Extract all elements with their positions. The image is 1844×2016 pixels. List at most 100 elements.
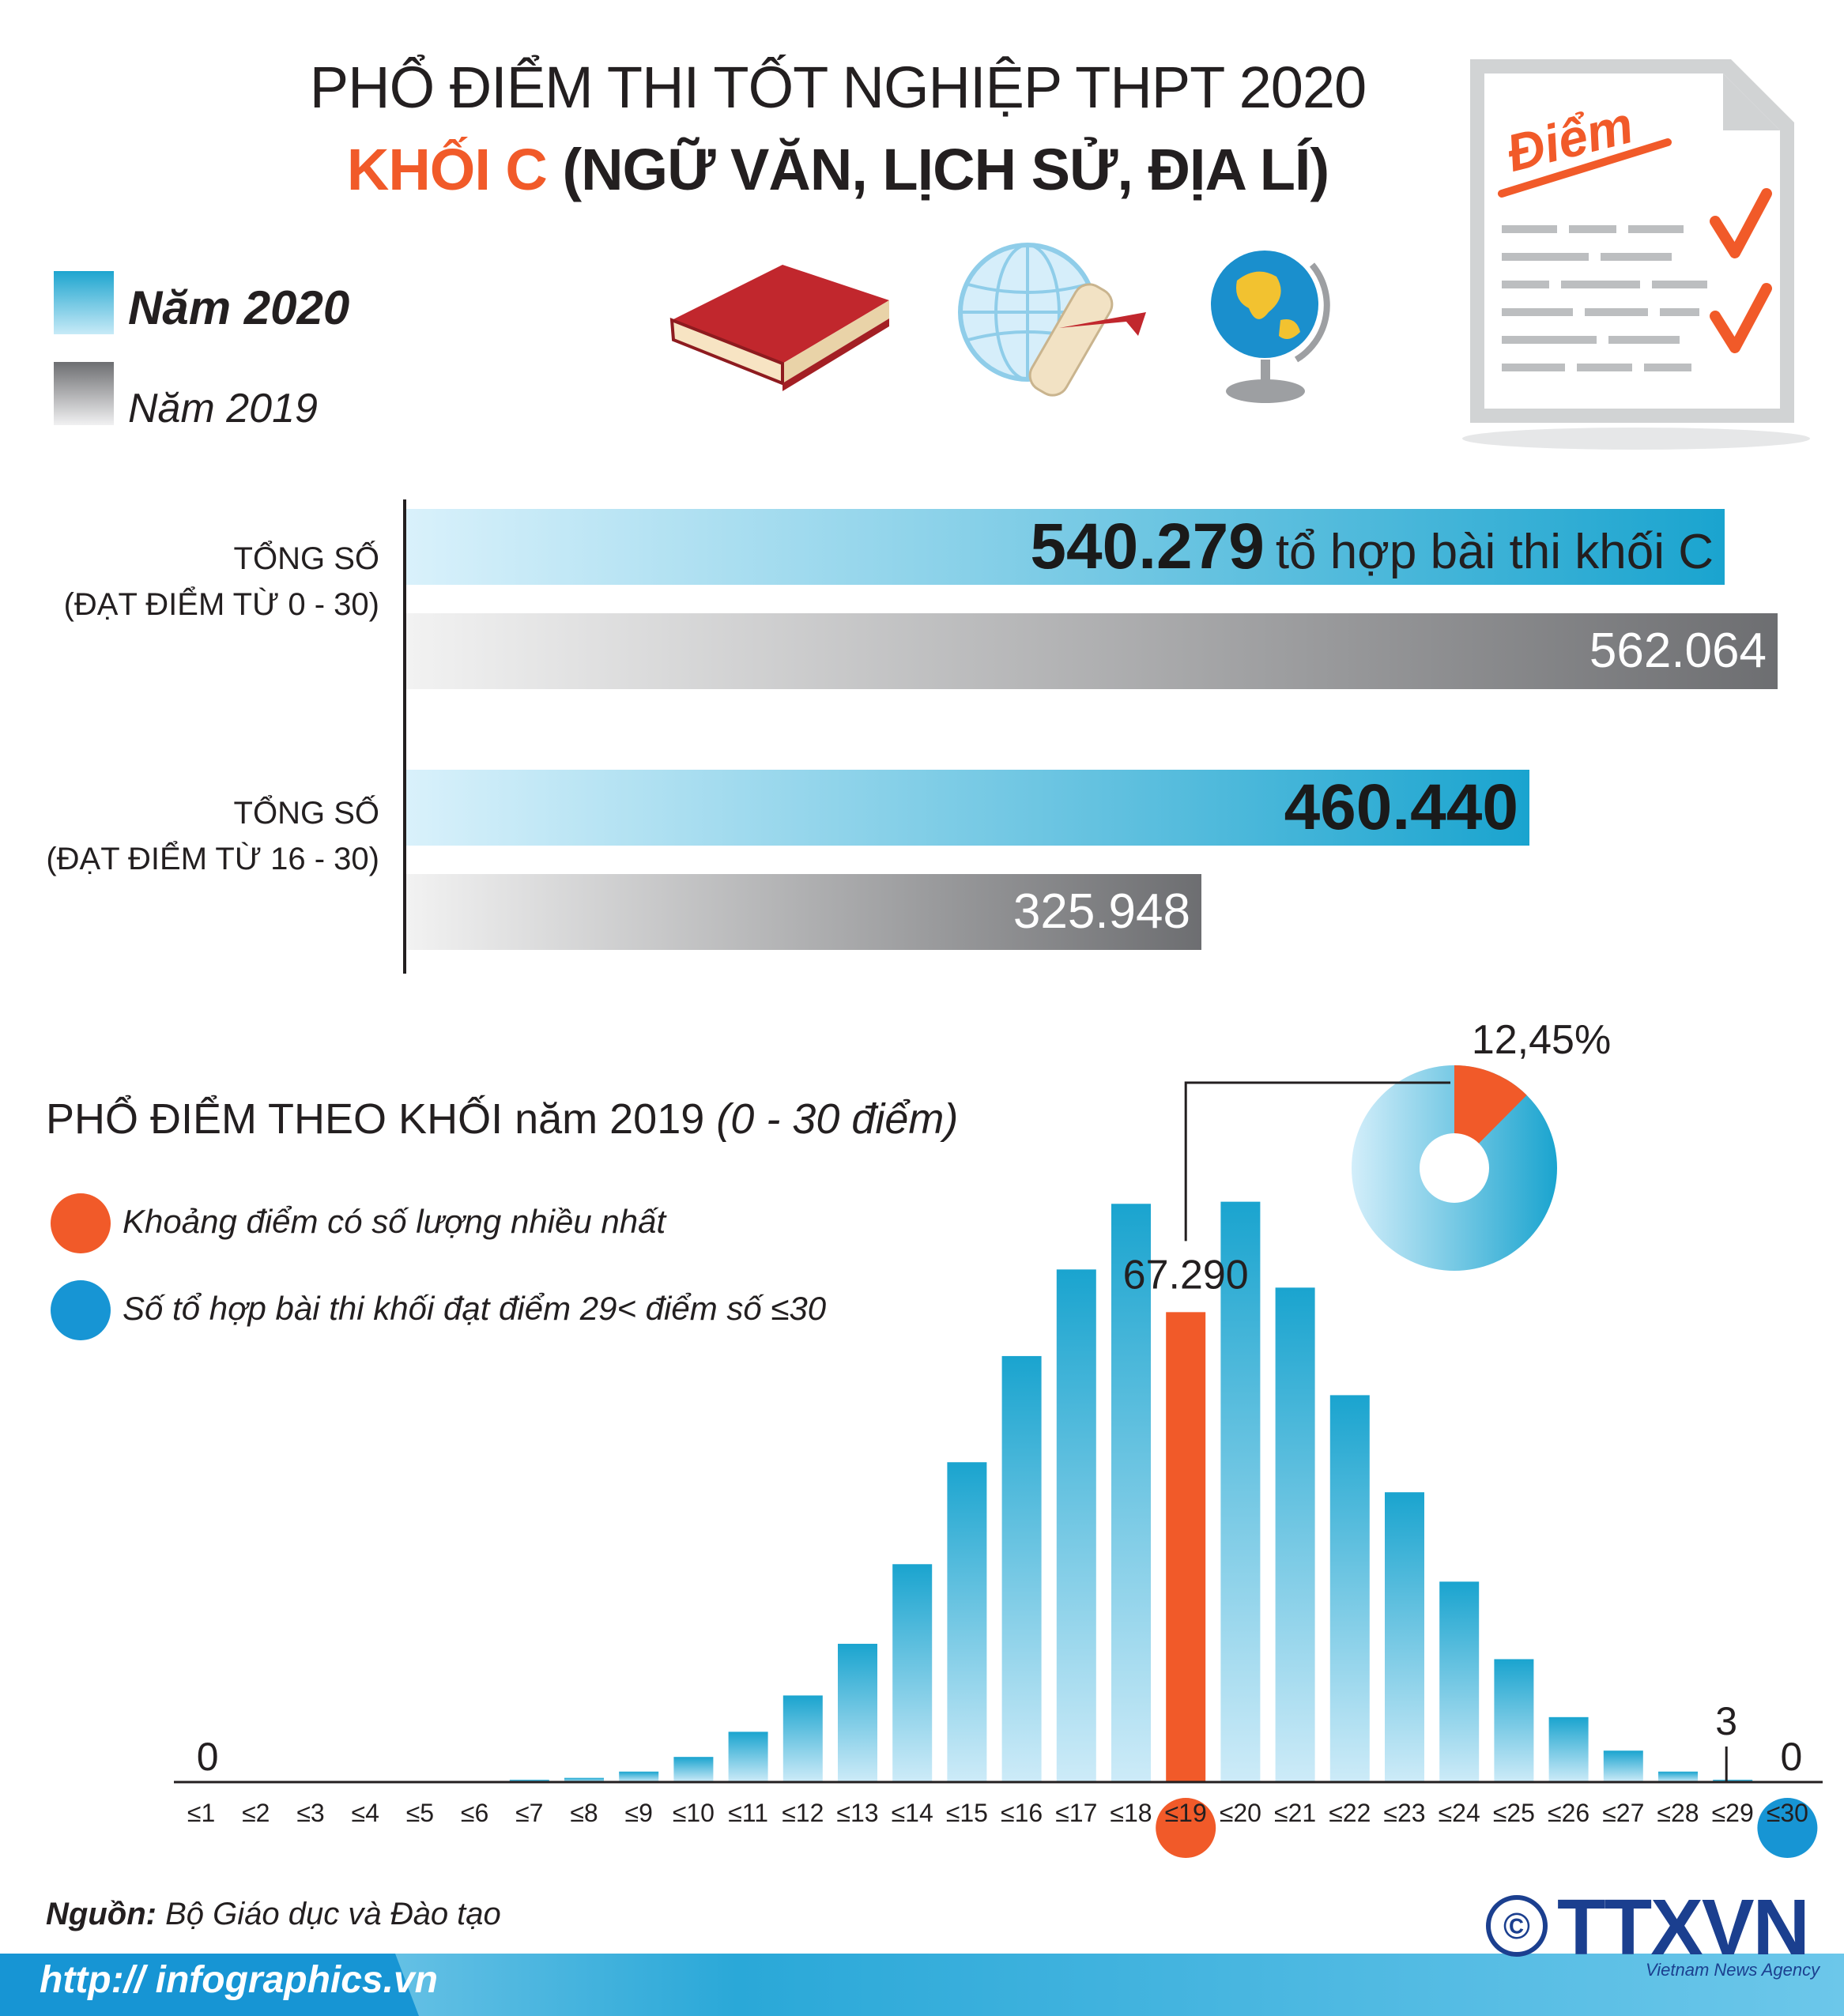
subtitle-accent: KHỐI C (346, 137, 548, 202)
hbar-2020-16-number: 460.440 (1284, 771, 1518, 843)
legend-top-dot (51, 1280, 111, 1340)
tick-label: ≤3 (296, 1799, 324, 1827)
hbar-2020-all-value: 540.279 tổ hợp bài thi khối C (1030, 509, 1714, 585)
page-title: PHỔ ĐIỂM THI TỐT NGHIỆP THPT 2020 (309, 55, 1367, 120)
tick-label: ≤28 (1657, 1799, 1699, 1827)
agency-name: Vietnam News Agency (1646, 1960, 1820, 1980)
tick-labels: ≤1 ≤2 ≤3 ≤4 ≤5 ≤6 ≤7 ≤8 ≤9 ≤10 ≤11 ≤12 ≤13 ≤14 ≤15 ≤16 ≤… (187, 1799, 1808, 1827)
distribution-title: PHỔ ĐIỂM THEO KHỐI năm 2019 (0 - 30 điểm… (46, 1095, 958, 1144)
top-score-marker-dot (1757, 1798, 1818, 1858)
hbar-axis (403, 499, 406, 974)
tick-label: ≤20 (1220, 1799, 1261, 1827)
tick-label-highlight: ≤19 (1165, 1799, 1207, 1827)
source-note: Nguồn: Bộ Giáo dục và Đào tạo (46, 1897, 501, 1932)
hbar-category-all: TỔNG SỐ (ĐẠT ĐIỂM TỪ 0 - 30) (32, 536, 379, 627)
bar (1603, 1750, 1643, 1782)
tick-label: ≤16 (1001, 1799, 1043, 1827)
legend-top-label: Số tổ hợp bài thi khối đạt điểm 29< điểm… (123, 1290, 827, 1327)
tick-label: ≤26 (1548, 1799, 1589, 1827)
tick-label: ≤4 (352, 1799, 379, 1827)
hbar-2019-all-number: 562.064 (1589, 624, 1767, 678)
peak-marker-dot (1156, 1798, 1216, 1858)
bars-layer (509, 1201, 1753, 1782)
tick-label: ≤13 (836, 1799, 878, 1827)
bar (892, 1564, 933, 1782)
hbar-2020-all-suffix: tổ hợp bài thi khối C (1275, 525, 1714, 579)
bar (782, 1695, 823, 1782)
tick-label: ≤1 (187, 1799, 215, 1827)
pie-connector (1184, 1081, 1450, 1242)
bar (1385, 1492, 1424, 1782)
bin-29-label: 3 (1715, 1699, 1737, 1743)
subtitle-rest: (NGỮ VĂN, LỊCH SỬ, ĐỊA LÍ) (562, 137, 1329, 202)
hbar-2020-16: 460.440 (406, 770, 1529, 846)
bar (1056, 1269, 1096, 1782)
hbar-2020-all: 540.279 tổ hợp bài thi khối C (406, 509, 1725, 585)
source-prefix: Nguồn: (46, 1897, 156, 1931)
bar (1220, 1201, 1261, 1782)
pie-hole (1420, 1133, 1489, 1203)
tick-label: ≤5 (406, 1799, 434, 1827)
bar (564, 1777, 604, 1782)
tick-label: ≤21 (1274, 1799, 1316, 1827)
tick-label: ≤24 (1439, 1799, 1480, 1827)
book-icon (669, 265, 889, 391)
distribution-title-main: PHỔ ĐIỂM THEO KHỐI (46, 1095, 503, 1143)
tick-label: ≤25 (1493, 1799, 1535, 1827)
hbar-2020-16-value: 460.440 (1284, 770, 1518, 846)
bar (1439, 1581, 1480, 1782)
hbar-2019-all: 562.064 (406, 613, 1778, 689)
bar (1658, 1771, 1698, 1782)
tick-label: ≤29 (1712, 1799, 1754, 1827)
bin-30-label: 0 (1780, 1735, 1802, 1779)
site-url[interactable]: http:// infographics.vn (40, 1959, 438, 2001)
tick-label: ≤8 (570, 1799, 598, 1827)
distribution-title-year: năm 2019 (515, 1095, 705, 1143)
bar (1548, 1716, 1589, 1782)
subject-icons (669, 243, 1330, 403)
copyright-icon: © (1486, 1895, 1548, 1957)
tick-label: ≤22 (1329, 1799, 1371, 1827)
hbar-category-16-line2: (ĐẠT ĐIỂM TỪ 16 - 30) (46, 842, 379, 876)
tick-label: ≤10 (673, 1799, 715, 1827)
tick-label: ≤27 (1602, 1799, 1644, 1827)
tick-label: ≤9 (625, 1799, 653, 1827)
bar (1275, 1287, 1315, 1782)
pie-chart: 12,45% (1184, 1017, 1611, 1271)
hbar-2019-all-value: 562.064 (1589, 613, 1767, 689)
tick-label: ≤6 (461, 1799, 488, 1827)
tick-label: ≤11 (728, 1799, 768, 1827)
tick-label-highlight: ≤30 (1767, 1799, 1808, 1827)
tick-label: ≤23 (1383, 1799, 1425, 1827)
bar (728, 1731, 768, 1782)
legend-label-2019: Năm 2019 (128, 386, 318, 431)
tick-label: ≤15 (946, 1799, 988, 1827)
tick-label: ≤18 (1110, 1799, 1152, 1827)
ttxvn-logo: TTXVN (1557, 1883, 1810, 1972)
hbar-category-all-line1: TỔNG SỐ (233, 541, 379, 576)
bar-peak (1166, 1312, 1206, 1782)
legend-peak-dot (51, 1193, 111, 1253)
tick-label: ≤17 (1055, 1799, 1097, 1827)
bar (1111, 1204, 1151, 1782)
legend-peak-label: Khoảng điểm có số lượng nhiều nhất (123, 1203, 666, 1240)
tick-label: ≤12 (782, 1799, 824, 1827)
bar (1001, 1355, 1042, 1782)
hbar-category-all-line2: (ĐẠT ĐIỂM TỪ 0 - 30) (63, 587, 379, 622)
bar (1494, 1659, 1534, 1782)
footer-url-band (0, 1954, 419, 2016)
legend-label-2020: Năm 2020 (128, 281, 350, 334)
distribution-title-range: (0 - 30 điểm) (716, 1095, 959, 1143)
hbar-2019-16-number: 325.948 (1013, 884, 1190, 939)
tick-label: ≤2 (242, 1799, 270, 1827)
score-sheet-icon: Điểm (1462, 59, 1810, 450)
bar (1329, 1395, 1370, 1782)
legend-swatch-2019 (54, 362, 114, 425)
hbar-2020-all-number: 540.279 (1030, 511, 1265, 582)
hbar-2019-16: 325.948 (406, 874, 1201, 950)
globe-scroll-icon (958, 243, 1146, 397)
desk-globe-icon (1211, 251, 1330, 403)
peak-value-label: 67.290 (1123, 1252, 1249, 1298)
hbar-2019-16-value: 325.948 (1013, 874, 1190, 950)
